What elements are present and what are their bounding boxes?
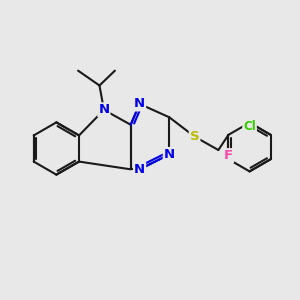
Text: N: N [134,163,145,176]
Text: F: F [224,149,233,162]
Text: N: N [164,148,175,161]
Text: N: N [134,98,145,110]
Text: S: S [190,130,200,143]
Text: N: N [98,103,110,116]
Text: Cl: Cl [243,120,256,133]
